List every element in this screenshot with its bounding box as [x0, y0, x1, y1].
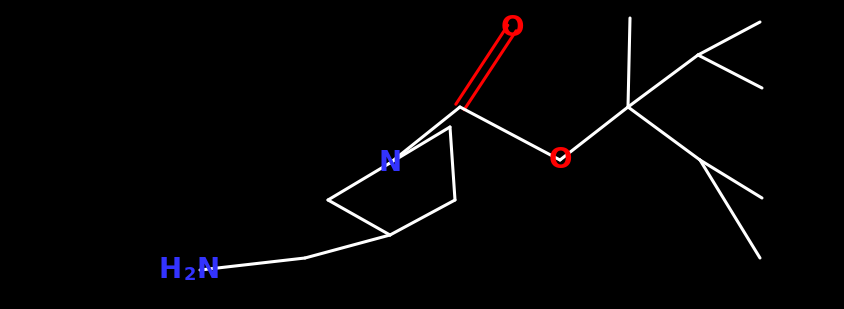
Text: N: N [196, 256, 219, 284]
Text: H: H [159, 256, 181, 284]
Text: O: O [500, 14, 523, 42]
Text: N: N [378, 149, 401, 177]
Text: O: O [548, 146, 571, 174]
Text: 2: 2 [183, 266, 196, 284]
